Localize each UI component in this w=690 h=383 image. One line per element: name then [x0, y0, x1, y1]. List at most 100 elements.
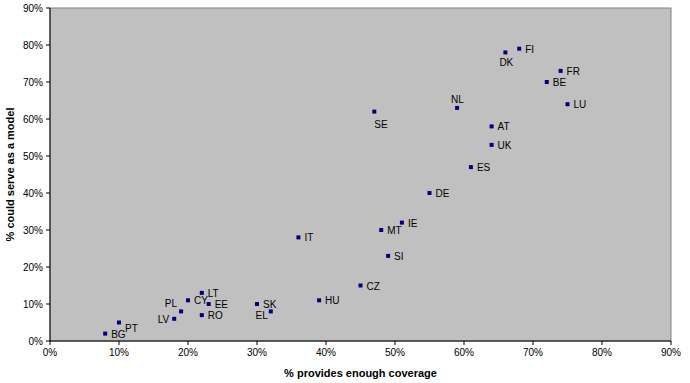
point: [200, 313, 204, 317]
y-tick: [46, 119, 50, 120]
point-label: PT: [125, 323, 138, 334]
point: [517, 47, 521, 51]
x-tick: [188, 341, 189, 345]
y-tick-label: 10%: [23, 299, 43, 310]
y-tick-label: 60%: [23, 114, 43, 125]
y-tick-label: 0%: [29, 336, 44, 347]
point: [455, 106, 459, 110]
point-label: SI: [394, 251, 403, 262]
x-axis: [50, 341, 671, 342]
y-tick-label: 30%: [23, 225, 43, 236]
point: [186, 298, 190, 302]
x-tick-label: 10%: [109, 347, 129, 358]
point: [490, 124, 494, 128]
point-label: DE: [436, 188, 450, 199]
y-tick: [46, 8, 50, 9]
point: [428, 191, 432, 195]
point-label: EE: [215, 299, 229, 310]
point: [317, 298, 321, 302]
point: [503, 50, 507, 54]
point: [566, 102, 570, 106]
point-label: RO: [208, 310, 223, 321]
point: [359, 284, 363, 288]
point: [269, 309, 273, 313]
y-tick: [46, 267, 50, 268]
point-label: LV: [158, 314, 170, 325]
y-tick: [46, 193, 50, 194]
point: [469, 165, 473, 169]
point-label: UK: [498, 140, 512, 151]
point: [172, 317, 176, 321]
x-tick: [119, 341, 120, 345]
point: [296, 235, 300, 239]
point: [490, 143, 494, 147]
y-tick: [46, 304, 50, 305]
point: [400, 221, 404, 225]
point-label: NL: [451, 94, 464, 105]
x-tick-label: 30%: [247, 347, 267, 358]
y-tick: [46, 156, 50, 157]
x-tick-label: 80%: [592, 347, 612, 358]
y-tick: [46, 45, 50, 46]
x-tick-label: 0%: [43, 347, 58, 358]
point-label: BE: [553, 77, 567, 88]
point: [372, 110, 376, 114]
point-label: EL: [256, 310, 269, 321]
point-label: FI: [525, 44, 534, 55]
y-tick: [46, 230, 50, 231]
plot-area: [50, 8, 671, 341]
point-label: CZ: [367, 281, 380, 292]
x-axis-title: % provides enough coverage: [284, 367, 437, 379]
x-tick: [464, 341, 465, 345]
point: [386, 254, 390, 258]
point-label: LU: [574, 99, 587, 110]
y-tick-label: 70%: [23, 77, 43, 88]
x-tick: [395, 341, 396, 345]
point-label: IE: [408, 218, 418, 229]
point: [200, 291, 204, 295]
point: [117, 321, 121, 325]
point-label: AT: [498, 121, 510, 132]
x-tick-label: 90%: [661, 347, 681, 358]
y-tick: [46, 341, 50, 342]
x-tick: [602, 341, 603, 345]
point: [255, 302, 259, 306]
x-tick: [671, 341, 672, 345]
x-tick-label: 70%: [523, 347, 543, 358]
x-tick-label: 60%: [454, 347, 474, 358]
x-tick: [533, 341, 534, 345]
point: [545, 80, 549, 84]
y-tick-label: 90%: [23, 3, 43, 14]
point-label: ES: [477, 162, 491, 173]
point: [379, 228, 383, 232]
x-tick-label: 50%: [385, 347, 405, 358]
point-label: IT: [304, 232, 313, 243]
chart: 0% 10% 20% 30% 40% 50% 60% 70% 80% 90% 0% 10% 20% 30%…: [0, 0, 690, 383]
point: [179, 309, 183, 313]
point-label: HU: [325, 295, 339, 306]
x-tick-label: 20%: [178, 347, 198, 358]
point-label: LT: [208, 288, 219, 299]
point-label: SK: [263, 299, 277, 310]
y-tick-label: 50%: [23, 151, 43, 162]
x-tick: [257, 341, 258, 345]
y-tick-label: 20%: [23, 262, 43, 273]
point: [559, 69, 563, 73]
point-label: PL: [165, 298, 178, 309]
point-label: BG: [111, 329, 126, 340]
point-label: FR: [567, 66, 580, 77]
point-label: SE: [374, 119, 388, 130]
point-label: CY: [194, 295, 208, 306]
point-label: MT: [387, 225, 401, 236]
y-tick-label: 40%: [23, 188, 43, 199]
x-tick: [50, 341, 51, 345]
x-tick: [326, 341, 327, 345]
points: [103, 47, 569, 336]
y-axis: [50, 8, 51, 341]
y-tick-label: 80%: [23, 40, 43, 51]
x-tick-label: 40%: [316, 347, 336, 358]
point: [103, 332, 107, 336]
point-label: DK: [499, 57, 513, 68]
y-tick: [46, 82, 50, 83]
y-axis-title: % could serve as a model: [4, 108, 16, 242]
